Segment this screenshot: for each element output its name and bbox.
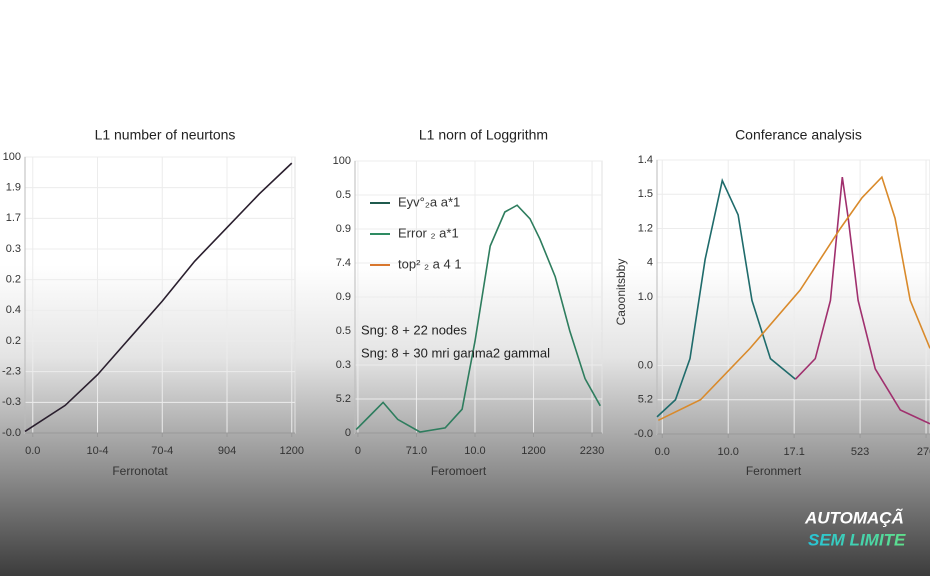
line-series bbox=[24, 162, 293, 433]
line-series bbox=[355, 204, 601, 433]
legend-label: Eyv°₂a a*1 bbox=[398, 194, 460, 209]
y-tick-label: 1.9 bbox=[6, 182, 21, 194]
x-tick-label: 904 bbox=[218, 445, 236, 457]
x-tick-label: 17.1 bbox=[783, 446, 804, 458]
x-tick-label: 71.0 bbox=[406, 445, 427, 457]
y-tick-label: 1.0 bbox=[638, 291, 653, 303]
y-tick-label: 1.4 bbox=[638, 154, 653, 166]
y-axis-label: Caoonitsbby bbox=[614, 259, 628, 326]
y-tick-label: 0.9 bbox=[336, 291, 351, 303]
y-tick-label: -0.3 bbox=[2, 396, 21, 408]
y-tick-label: -2.3 bbox=[2, 366, 21, 378]
y-tick-label: 0.3 bbox=[6, 243, 21, 255]
x-tick-label: 1200 bbox=[280, 445, 304, 457]
chart-title: L1 number of neurtons bbox=[95, 127, 236, 143]
y-tick-label: -0.0 bbox=[634, 428, 653, 440]
legend-label: top² ₂ a 4 1 bbox=[398, 256, 462, 271]
x-tick-label: 2230 bbox=[580, 445, 604, 457]
y-tick-label: 0 bbox=[345, 427, 351, 439]
line-series bbox=[794, 177, 930, 425]
y-tick-label: 5.2 bbox=[336, 393, 351, 405]
x-tick-label: 0.0 bbox=[655, 446, 670, 458]
y-tick-label: -0.0 bbox=[2, 427, 21, 439]
y-tick-label: 0.5 bbox=[336, 325, 351, 337]
y-tick-label: 1.2 bbox=[638, 222, 653, 234]
x-tick-label: 10-4 bbox=[87, 445, 109, 457]
line-series bbox=[657, 175, 930, 422]
legend-label: Error ₂ a*1 bbox=[398, 225, 459, 240]
watermark-line2: SEM LIMITE bbox=[808, 530, 906, 549]
y-tick-label: 0.9 bbox=[336, 223, 351, 235]
y-tick-label: 100 bbox=[333, 155, 351, 167]
x-tick-label: 523 bbox=[851, 446, 869, 458]
watermark-line1: AUTOMAÇÃ bbox=[804, 507, 904, 527]
chart-title: L1 norn of Loggrithm bbox=[419, 127, 548, 143]
y-tick-label: 0.3 bbox=[336, 359, 351, 371]
x-tick-label: 1200 bbox=[521, 445, 545, 457]
y-tick-label: 0.0 bbox=[638, 359, 653, 371]
y-tick-label: 0.2 bbox=[6, 335, 21, 347]
x-tick-label: 10.0 bbox=[464, 445, 485, 457]
line-series bbox=[656, 178, 796, 418]
y-tick-label: 5.2 bbox=[638, 394, 653, 406]
y-tick-label: 4 bbox=[647, 257, 653, 269]
x-tick-label: 0 bbox=[355, 445, 361, 457]
annotation: Sng: 8 + 22 nodes bbox=[361, 322, 467, 337]
y-tick-label: 0.2 bbox=[6, 274, 21, 286]
x-tick-label: 270 bbox=[917, 446, 930, 458]
y-tick-label: 100 bbox=[3, 151, 21, 163]
y-tick-label: 0.4 bbox=[6, 304, 21, 316]
y-tick-label: 7.4 bbox=[336, 257, 351, 269]
x-axis-label: Ferronotat bbox=[112, 464, 168, 478]
x-tick-label: 10.0 bbox=[718, 446, 739, 458]
chart-title: Conferance analysis bbox=[735, 127, 862, 143]
y-tick-label: 1.5 bbox=[638, 188, 653, 200]
x-axis-label: Feronmert bbox=[746, 464, 802, 478]
x-tick-label: 70-4 bbox=[151, 445, 173, 457]
y-tick-label: 1.7 bbox=[6, 212, 21, 224]
y-tick-label: 0.5 bbox=[336, 189, 351, 201]
x-axis-label: Feromoert bbox=[431, 464, 487, 478]
x-tick-label: 0.0 bbox=[25, 445, 40, 457]
annotation: Sng: 8 + 30 mri ganma2 gammal bbox=[361, 345, 550, 360]
charts: L1 number of neurtons -0.0 -0.3 -2.3 0.2 0.4 0… bbox=[2, 127, 930, 478]
